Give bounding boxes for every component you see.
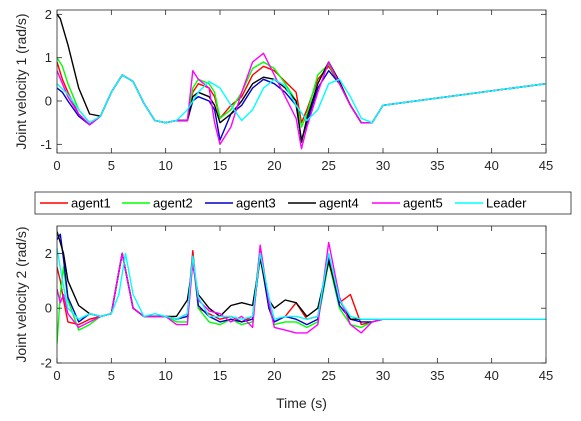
x-tick-label: 30 (376, 158, 390, 173)
legend-item-agent2: agent2 (122, 196, 193, 211)
series-line-agent4 (57, 231, 546, 320)
series-line-agent1 (57, 247, 546, 326)
series-line-agent3 (57, 70, 546, 141)
y-tick-label: 1 (45, 50, 52, 65)
legend-item-agent4: agent4 (288, 196, 359, 211)
legend-label: agent4 (319, 196, 359, 211)
x-tick-label: 30 (376, 368, 390, 383)
x-tick-label: 40 (484, 368, 498, 383)
top-axes-frame (56, 9, 547, 154)
legend-item-agent5: agent5 (372, 196, 443, 211)
bottom-y-axis-label: Joint velocity 2 (rad/s) (13, 226, 29, 362)
legend-item-agent3: agent3 (205, 196, 276, 211)
y-tick-label: 0 (45, 94, 52, 109)
top-plot-area (57, 13, 546, 150)
x-tick-label: 5 (108, 368, 115, 383)
series-lines (57, 13, 546, 150)
series-lines (57, 231, 546, 344)
series-line-agent2 (57, 252, 546, 344)
y-tick-label: -2 (40, 356, 52, 371)
x-tick-label: 0 (53, 368, 60, 383)
legend-label: Leader (486, 196, 527, 211)
x-tick-label: 35 (430, 158, 444, 173)
series-line-leader (57, 247, 546, 320)
x-tick-label: 10 (158, 158, 172, 173)
x-tick-label: 20 (267, 158, 281, 173)
x-tick-label: 35 (430, 368, 444, 383)
series-line-agent5 (57, 52, 546, 150)
x-tick-label: 15 (213, 158, 227, 173)
legend-items: agent1 agent2 agent3 agent4 agent5 Leader (40, 196, 527, 211)
legend-label: agent2 (153, 196, 193, 211)
bottom-ticks: 0 5 10 15 20 25 30 35 40 45-202 (40, 226, 553, 383)
x-tick-label: 45 (539, 158, 553, 173)
x-axis-label: Time (s) (276, 395, 327, 411)
legend: agent1 agent2 agent3 agent4 agent5 Leader (34, 191, 572, 215)
x-tick-label: 25 (321, 158, 335, 173)
x-tick-label: 40 (484, 158, 498, 173)
y-tick-label: 2 (45, 246, 52, 261)
x-tick-label: 5 (108, 158, 115, 173)
y-tick-label: -1 (40, 137, 52, 152)
y-tick-label: 2 (45, 7, 52, 22)
x-tick-label: 15 (213, 368, 227, 383)
x-tick-label: 0 (53, 158, 60, 173)
bottom-subplot: 0 5 10 15 20 25 30 35 40 45-202 Joint velocity 2 … (13, 225, 553, 411)
series-line-agent2 (57, 57, 546, 128)
x-tick-label: 10 (158, 368, 172, 383)
legend-label: agent5 (403, 196, 443, 211)
legend-label: agent1 (71, 196, 111, 211)
x-tick-label: 20 (267, 368, 281, 383)
bottom-axes-frame (56, 225, 547, 364)
top-y-axis-label: Joint velocity 1 (rad/s) (13, 13, 29, 149)
bottom-plot-area (57, 231, 546, 344)
legend-label: agent3 (236, 196, 276, 211)
series-line-leader (57, 74, 546, 124)
legend-item-leader: Leader (455, 196, 527, 211)
legend-item-agent1: agent1 (40, 196, 111, 211)
y-tick-label: 0 (45, 301, 52, 316)
series-line-agent5 (57, 241, 546, 334)
x-tick-label: 25 (321, 368, 335, 383)
x-tick-label: 45 (539, 368, 553, 383)
